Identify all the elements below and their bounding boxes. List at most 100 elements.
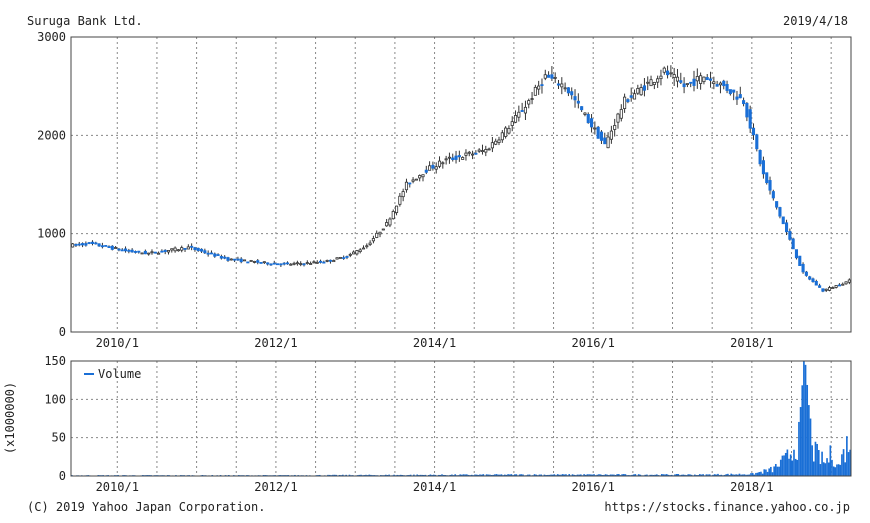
price-candle — [702, 76, 706, 85]
candle-body — [120, 249, 124, 252]
price-candle — [788, 228, 792, 241]
volume-bar — [799, 407, 802, 476]
candle-body — [153, 251, 157, 254]
volume-bar — [789, 454, 792, 476]
candle-body — [778, 207, 782, 217]
candle-body — [282, 262, 286, 265]
candle-body — [517, 111, 521, 118]
price-candle — [540, 78, 544, 94]
price-candle — [758, 149, 762, 167]
volume-bar — [384, 474, 387, 476]
candle-body — [140, 252, 144, 255]
volume-bar — [576, 474, 579, 476]
candle-body — [335, 257, 339, 260]
price-candle — [844, 281, 848, 285]
volume-bar — [499, 474, 501, 476]
candle-body — [117, 248, 121, 251]
volume-bar — [651, 474, 653, 476]
candle-body — [206, 252, 210, 255]
candle-body — [408, 182, 412, 185]
price-candle — [699, 72, 703, 90]
candle-body — [299, 263, 303, 265]
price-candle — [81, 242, 85, 248]
volume-bar — [844, 462, 847, 476]
volume-bar — [822, 462, 825, 476]
candle-body — [213, 253, 217, 257]
price-candle — [689, 81, 693, 88]
candle-body — [480, 150, 485, 152]
volume-bar — [776, 466, 779, 476]
volume-bar — [639, 474, 642, 476]
volume-bar — [442, 474, 445, 476]
volume-bar — [548, 474, 551, 476]
volume-grid — [71, 361, 851, 476]
volume-bar — [439, 474, 442, 476]
candle-body — [791, 238, 795, 250]
candle-body — [712, 81, 716, 84]
price-x-axis: 2010/1 2012/1 2014/1 2016/1 2018/1 — [96, 336, 774, 350]
price-candle — [434, 162, 438, 174]
candle-body — [289, 263, 293, 266]
volume-bar — [342, 474, 344, 476]
candle-body — [358, 249, 362, 252]
price-candle — [173, 246, 177, 253]
volume-bar — [556, 474, 559, 476]
price-candle — [345, 255, 349, 260]
candle-body — [652, 81, 656, 85]
candle-body — [236, 258, 240, 261]
volume-bar — [586, 474, 589, 476]
volume-bars — [71, 361, 851, 476]
volume-bar — [689, 474, 691, 476]
price-candle — [160, 249, 164, 253]
candle-body — [428, 165, 432, 171]
volume-bar — [755, 472, 757, 476]
candle-body — [768, 180, 772, 191]
price-candle — [513, 110, 518, 124]
candle-body — [130, 249, 134, 253]
volume-bar — [616, 474, 618, 476]
candle-body — [451, 157, 455, 160]
candle-body — [580, 106, 584, 111]
price-candle — [398, 192, 402, 207]
price-y-tick-label: 3000 — [37, 30, 66, 44]
candle-body — [196, 247, 200, 252]
volume-bar — [485, 474, 488, 476]
volume-bar — [546, 474, 549, 476]
candle-body — [259, 262, 263, 264]
candle-body — [679, 80, 683, 83]
volume-bar — [589, 474, 592, 476]
candle-body — [824, 288, 828, 291]
candle-body — [639, 87, 643, 96]
price-candle — [682, 77, 686, 94]
volume-bar — [528, 474, 531, 476]
candle-body — [183, 248, 187, 250]
price-candle — [110, 245, 114, 251]
candle-body — [447, 156, 451, 159]
price-candle — [299, 261, 303, 267]
candle-body — [110, 245, 114, 250]
volume-bar — [464, 474, 466, 476]
candle-body — [718, 82, 723, 86]
candle-body — [444, 158, 448, 161]
price-candle — [176, 249, 180, 252]
price-candle — [276, 263, 280, 266]
candle-body — [570, 91, 574, 96]
price-candle — [517, 105, 521, 122]
candle-body — [550, 74, 554, 79]
volume-bar — [794, 458, 797, 476]
candle-body — [305, 262, 309, 264]
candle-body — [398, 195, 402, 205]
price-candle — [718, 81, 723, 94]
candle-body — [371, 238, 375, 242]
price-candle — [742, 97, 746, 107]
volume-bar — [715, 474, 718, 476]
candle-body — [90, 241, 95, 244]
volume-bar — [796, 459, 799, 476]
candle-body — [434, 166, 438, 170]
price-candle — [837, 283, 841, 287]
price-candle — [196, 247, 200, 252]
price-candle — [490, 136, 494, 153]
price-candle — [123, 246, 128, 253]
candle-body — [467, 151, 471, 154]
volume-bar — [649, 474, 652, 476]
